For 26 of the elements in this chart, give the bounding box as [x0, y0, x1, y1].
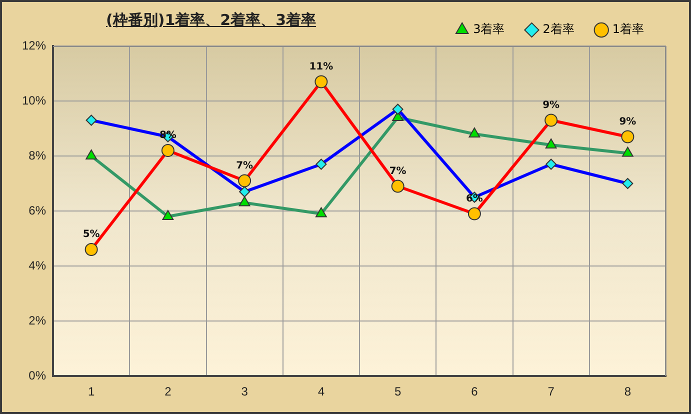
- y-tick-label: 4%: [28, 258, 46, 272]
- data-label: 11%: [309, 61, 334, 72]
- x-tick-label: 4: [318, 384, 325, 399]
- y-tick-label: 0%: [28, 368, 46, 382]
- y-tick-label: 12%: [22, 38, 46, 52]
- y-tick-label: 6%: [28, 203, 46, 218]
- x-tick-label: 1: [88, 384, 95, 399]
- legend-label: 1着率: [612, 22, 644, 36]
- y-tick-label: 2%: [28, 313, 46, 328]
- legend-label: 2着率: [542, 22, 574, 36]
- x-tick-label: 8: [624, 384, 632, 399]
- data-label: 5%: [82, 229, 100, 240]
- x-tick-label: 5: [394, 384, 402, 399]
- x-tick-label: 6: [471, 384, 478, 399]
- y-tick-label: 10%: [22, 93, 46, 108]
- data-label: 7%: [389, 166, 406, 177]
- y-tick-label: 8%: [28, 148, 46, 162]
- chart-title: (枠番別)1着率、2着率、3着率: [106, 11, 316, 30]
- data-label: 8%: [159, 130, 176, 142]
- legend-label: 3着率: [473, 22, 505, 36]
- data-label: 7%: [236, 160, 254, 172]
- x-tick-label: 7: [548, 384, 555, 399]
- data-label: 9%: [619, 116, 636, 128]
- x-tick-label: 2: [164, 384, 172, 399]
- x-tick-label: 3: [241, 384, 248, 399]
- data-label: 9%: [542, 100, 560, 111]
